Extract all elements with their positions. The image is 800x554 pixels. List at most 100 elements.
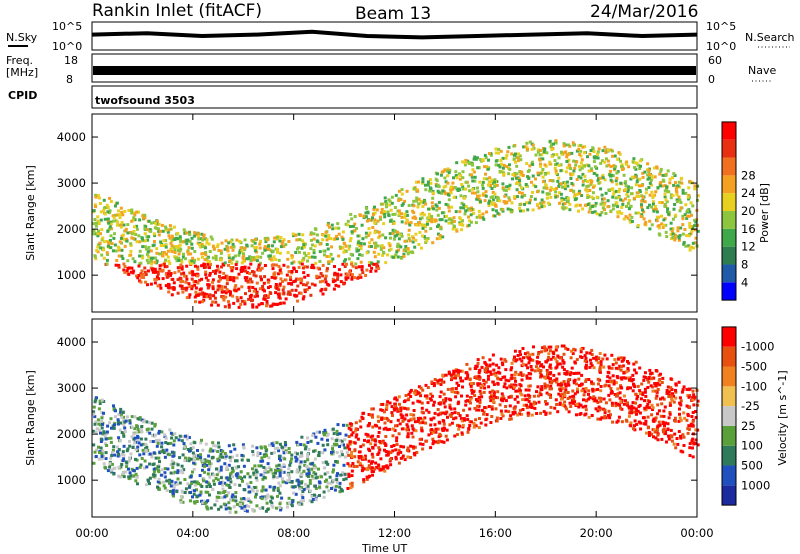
heatmap-cell bbox=[463, 212, 467, 216]
heatmap-cell bbox=[397, 448, 401, 452]
heatmap-cell bbox=[502, 188, 506, 192]
heatmap-cell bbox=[474, 375, 478, 379]
heatmap-cell bbox=[647, 377, 651, 381]
heatmap-cell bbox=[397, 408, 401, 412]
heatmap-cell bbox=[492, 383, 496, 386]
heatmap-cell bbox=[102, 411, 105, 415]
heatmap-cell bbox=[202, 292, 206, 296]
heatmap-cell bbox=[125, 449, 129, 453]
heatmap-cell bbox=[453, 186, 457, 189]
heatmap-cell bbox=[554, 190, 558, 194]
heatmap-cell bbox=[311, 476, 315, 480]
heatmap-cell bbox=[554, 169, 558, 173]
heatmap-cell bbox=[526, 366, 530, 370]
heatmap-cell bbox=[659, 180, 663, 184]
heatmap-cell bbox=[519, 353, 522, 357]
heatmap-cell bbox=[442, 422, 446, 426]
heatmap-cell bbox=[110, 470, 114, 474]
heatmap-cell bbox=[514, 379, 517, 383]
heatmap-cell bbox=[387, 418, 390, 422]
heatmap-cell bbox=[189, 442, 193, 446]
heatmap-cell bbox=[377, 463, 381, 467]
heatmap-cell bbox=[532, 345, 535, 349]
heatmap-cell bbox=[349, 225, 352, 228]
heatmap-cell bbox=[546, 201, 550, 205]
heatmap-cell bbox=[384, 435, 388, 438]
heatmap-cell bbox=[370, 266, 374, 270]
heatmap-cell bbox=[347, 257, 351, 261]
heatmap-cell bbox=[368, 449, 372, 453]
heatmap-cell bbox=[317, 430, 321, 434]
heatmap-cell bbox=[393, 402, 397, 406]
heatmap-cell bbox=[106, 210, 110, 214]
heatmap-cell bbox=[541, 346, 545, 350]
heatmap-cell bbox=[137, 264, 141, 268]
heatmap-cell bbox=[622, 217, 626, 221]
heatmap-cell bbox=[639, 397, 643, 401]
heatmap-cell bbox=[436, 413, 440, 417]
heatmap-cell bbox=[295, 457, 299, 461]
heatmap-cell bbox=[590, 348, 594, 352]
heatmap-cell bbox=[659, 372, 662, 376]
heatmap-cell bbox=[147, 255, 150, 259]
heatmap-cell bbox=[495, 419, 499, 423]
heatmap-cell bbox=[221, 262, 225, 266]
heatmap-cell bbox=[522, 356, 525, 360]
heatmap-cell bbox=[192, 234, 196, 238]
heatmap-cell bbox=[357, 248, 361, 252]
heatmap-cell bbox=[583, 164, 587, 168]
heatmap-cell bbox=[647, 431, 651, 434]
heatmap-cell bbox=[117, 422, 120, 426]
heatmap-cell bbox=[287, 290, 291, 294]
heatmap-cell bbox=[153, 277, 157, 281]
heatmap-cell bbox=[170, 459, 174, 463]
heatmap-cell bbox=[509, 414, 513, 418]
heatmap-cell bbox=[565, 160, 569, 163]
heatmap-cell bbox=[467, 427, 471, 430]
heatmap-cell bbox=[265, 238, 269, 242]
heatmap-cell bbox=[380, 202, 383, 206]
heatmap-cell bbox=[278, 442, 282, 446]
heatmap-cell bbox=[281, 240, 285, 244]
heatmap-cell bbox=[272, 488, 276, 492]
heatmap-cell bbox=[99, 232, 102, 236]
heatmap-cell bbox=[586, 196, 590, 199]
heatmap-cell bbox=[153, 440, 157, 443]
heatmap-cell bbox=[674, 186, 678, 190]
heatmap-cell bbox=[455, 381, 459, 385]
heatmap-cell bbox=[196, 274, 199, 278]
heatmap-cell bbox=[390, 201, 394, 205]
heatmap-cell bbox=[180, 260, 184, 264]
heatmap-cell bbox=[162, 239, 166, 243]
heatmap-cell bbox=[626, 216, 630, 220]
heatmap-cell bbox=[464, 180, 468, 184]
heatmap-cell bbox=[297, 503, 301, 507]
heatmap-cell bbox=[98, 202, 102, 205]
heatmap-cell bbox=[557, 156, 561, 160]
heatmap-cell bbox=[217, 249, 221, 252]
heatmap-cell bbox=[625, 160, 629, 164]
heatmap-cell bbox=[671, 176, 674, 180]
heatmap-cell bbox=[121, 411, 125, 414]
heatmap-cell bbox=[494, 371, 498, 375]
heatmap-cell bbox=[523, 352, 527, 356]
heatmap-cell bbox=[587, 169, 591, 173]
heatmap-cell bbox=[241, 479, 244, 483]
heatmap-cell bbox=[253, 295, 257, 299]
heatmap-cell bbox=[313, 283, 317, 287]
heatmap-cell bbox=[311, 243, 314, 247]
heatmap-cell bbox=[394, 455, 398, 459]
heatmap-cell bbox=[507, 187, 511, 191]
heatmap-cell bbox=[138, 240, 142, 244]
heatmap-cell bbox=[445, 169, 449, 173]
heatmap-cell bbox=[569, 356, 573, 360]
heatmap-cell bbox=[269, 257, 273, 261]
heatmap-cell bbox=[153, 256, 157, 260]
heatmap-cell bbox=[579, 149, 583, 153]
heatmap-cell bbox=[104, 457, 108, 460]
heatmap-cell bbox=[546, 370, 549, 374]
heatmap-cell bbox=[282, 285, 286, 289]
heatmap-cell bbox=[377, 252, 381, 256]
heatmap-cell bbox=[460, 394, 463, 398]
heatmap-cell bbox=[570, 349, 573, 353]
